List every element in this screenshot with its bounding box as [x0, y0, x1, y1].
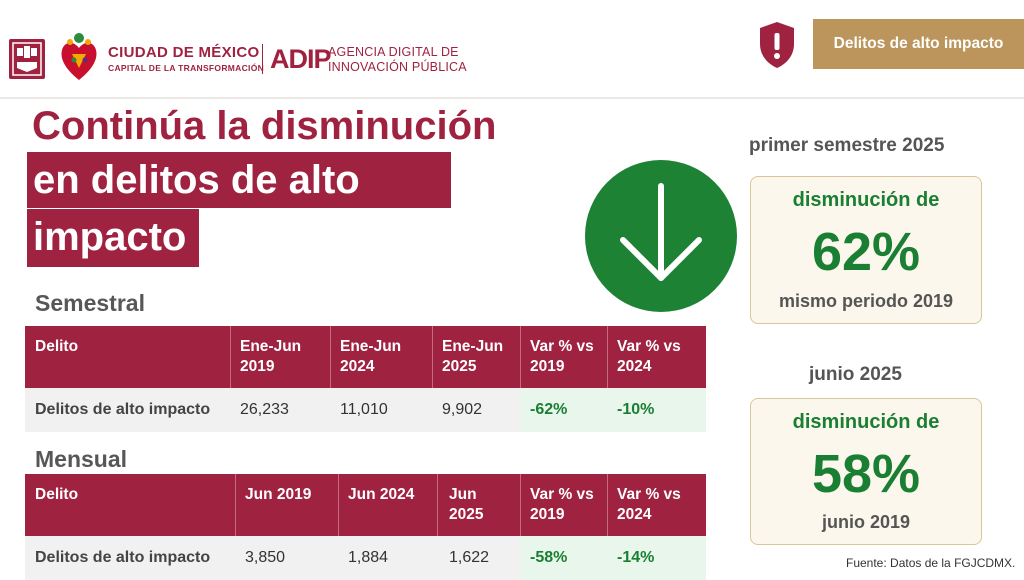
table-row: Delitos de alto impacto 26,233 11,010 9,…: [25, 388, 706, 432]
mensual-table: Delito Jun 2019 Jun 2024 Jun 2025 Var % …: [25, 474, 706, 580]
row-delito: Delitos de alto impacto: [35, 549, 211, 566]
col-header-jun-2025-year: 2025: [449, 506, 484, 523]
col-header-2025-year: 2025: [442, 358, 477, 375]
header-bar: CIUDAD DE MÉXICO CAPITAL DE LA TRANSFORM…: [0, 0, 1024, 98]
org-subtitle: CAPITAL DE LA TRANSFORMACIÓN: [108, 63, 265, 73]
table-row: Delitos de alto impacto 3,850 1,884 1,62…: [25, 536, 706, 580]
col-header-jun-2025: Jun: [449, 486, 477, 503]
row-delito: Delitos de alto impacto: [35, 401, 211, 418]
topic-tab: Delitos de alto impacto: [813, 19, 1024, 69]
row-value-jun-2019: 3,850: [245, 549, 286, 566]
table-header: Delito Jun 2019 Jun 2024 Jun 2025 Var % …: [25, 474, 706, 536]
card-comparison: junio 2019: [821, 512, 911, 532]
col-header-var-2019: Var % vs: [530, 338, 594, 355]
col-header-2019: Ene-Jun: [240, 338, 302, 355]
summary-card-semester: disminución de 62% mismo periodo 2019: [750, 176, 982, 324]
col-header-jun-2024: Jun 2024: [348, 486, 415, 503]
row-var-2024: -14%: [617, 549, 655, 566]
alert-shield-icon: [760, 22, 794, 68]
card-percentage: 58%: [811, 444, 921, 504]
row-value-jun-2024: 1,884: [348, 549, 389, 566]
summary-card-month: disminución de 58% junio 2019: [750, 398, 982, 545]
semestral-table: Delito Ene-Jun 2019 Ene-Jun 2024 Ene-Jun…: [25, 326, 706, 432]
page-title-line3: impacto: [27, 209, 199, 267]
cdmx-seal-logo: [9, 39, 45, 79]
row-value-2025: 9,902: [442, 401, 483, 418]
row-value-jun-2025: 1,622: [449, 549, 490, 566]
card-caption: disminución de: [792, 411, 940, 433]
col-header-2024: Ene-Jun: [340, 338, 402, 355]
col-header-delito: Delito: [35, 486, 79, 503]
page-title-line2: en delitos de alto: [27, 152, 451, 208]
decrease-arrow-badge: [585, 160, 737, 312]
col-header-var-2019: Var % vs: [530, 486, 594, 503]
col-header-var-2024-year: 2024: [617, 358, 652, 375]
card-percentage: 62%: [811, 222, 921, 282]
col-header-2019-year: 2019: [240, 358, 275, 375]
col-header-jun-2019: Jun 2019: [245, 486, 312, 503]
col-header-var-2019-year: 2019: [530, 358, 565, 375]
col-header-var-2024: Var % vs: [617, 338, 681, 355]
period-label-month: junio 2025: [809, 364, 902, 385]
row-var-2024: -10%: [617, 401, 655, 418]
variation-highlight: [520, 388, 706, 432]
col-header-var-2024: Var % vs: [617, 486, 681, 503]
col-header-var-2019-year: 2019: [530, 506, 565, 523]
page-title-line1: Continúa la disminución: [32, 104, 497, 148]
agency-logo: ADIP: [270, 44, 332, 74]
agency-name-line1: AGENCIA DIGITAL DE: [328, 45, 459, 59]
org-title: CIUDAD DE MÉXICO: [108, 44, 260, 61]
agency-name-line2: INNOVACIÓN PÚBLICA: [328, 60, 467, 74]
col-header-var-2024-year: 2024: [617, 506, 652, 523]
card-comparison: mismo periodo 2019: [778, 291, 954, 311]
down-arrow-icon: [620, 183, 702, 281]
row-var-2019: -58%: [530, 549, 568, 566]
col-header-delito: Delito: [35, 338, 79, 355]
row-var-2019: -62%: [530, 401, 568, 418]
mensual-heading: Mensual: [35, 446, 128, 472]
row-value-2024: 11,010: [340, 401, 388, 418]
semestral-heading: Semestral: [35, 290, 145, 316]
heart-logo: [61, 33, 97, 80]
variation-highlight: [520, 536, 706, 580]
card-caption: disminución de: [792, 189, 940, 211]
header-divider: [0, 97, 1024, 99]
table-header: Delito Ene-Jun 2019 Ene-Jun 2024 Ene-Jun…: [25, 326, 706, 388]
row-value-2019: 26,233: [240, 401, 289, 418]
period-label-semester: primer semestre 2025: [749, 135, 945, 156]
source-note: Fuente: Datos de la FGJCDMX.: [846, 556, 1016, 570]
col-header-2024-year: 2024: [340, 358, 375, 375]
col-header-2025: Ene-Jun: [442, 338, 504, 355]
logo-divider: [262, 44, 263, 74]
